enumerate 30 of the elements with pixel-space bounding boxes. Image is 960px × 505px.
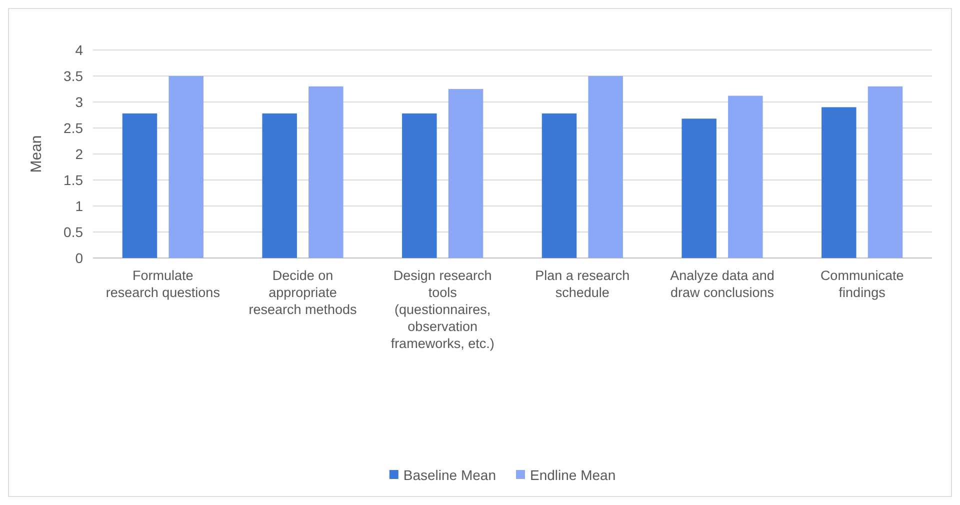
y-axis-title: Mean — [28, 135, 45, 173]
x-tick-label: Communicate findings — [820, 268, 904, 300]
bar — [402, 113, 437, 258]
y-tick-label: 4 — [75, 42, 84, 58]
y-tick-label: 1.5 — [64, 172, 84, 188]
x-tick-label: Plan a research schedule — [535, 268, 630, 300]
y-tick-label: 3 — [75, 94, 84, 110]
bar — [122, 113, 158, 258]
x-tick-label: Design research tools (questionnaires, observation frameworks, etc.) — [390, 268, 494, 351]
legend-label: Endline Mean — [530, 466, 616, 483]
y-tick-label: 2.5 — [64, 120, 84, 136]
y-tick-label: 2 — [75, 146, 84, 162]
bar — [448, 89, 484, 258]
bar — [682, 118, 716, 258]
bar — [308, 86, 344, 258]
legend-label: Baseline Mean — [403, 466, 496, 483]
bar — [588, 76, 623, 258]
y-tick-label: 1 — [75, 198, 84, 214]
x-tick-label: Decide on appropriate research methods — [248, 268, 358, 317]
y-tick-label: 0 — [75, 250, 84, 266]
bar — [168, 76, 204, 258]
x-tick-label: Formulate research questions — [106, 268, 220, 300]
bar — [262, 113, 297, 258]
bar — [542, 113, 577, 258]
bar — [728, 96, 763, 258]
bar — [822, 107, 856, 258]
x-tick-label: Analyze data and draw conclusions — [670, 268, 774, 300]
y-tick-label: 3.5 — [64, 68, 84, 84]
y-tick-label: 0.5 — [64, 224, 84, 240]
bar — [868, 86, 903, 258]
